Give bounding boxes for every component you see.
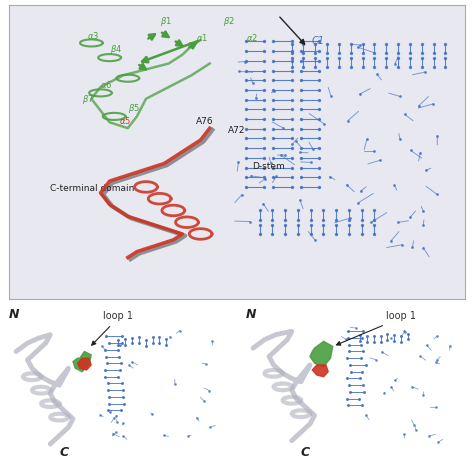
Text: A76: A76 (196, 117, 214, 126)
Text: A72: A72 (228, 126, 246, 135)
Text: C: C (301, 446, 310, 459)
Text: loop 1: loop 1 (386, 311, 416, 321)
Text: loop 1: loop 1 (103, 311, 134, 321)
Polygon shape (78, 358, 91, 370)
Text: $\alpha$5: $\alpha$5 (118, 115, 131, 126)
Text: $\alpha$6: $\alpha$6 (100, 80, 113, 91)
Text: $\beta$7: $\beta$7 (82, 93, 94, 106)
Text: $\beta$4: $\beta$4 (109, 43, 122, 56)
Polygon shape (310, 341, 333, 366)
Text: C-terminal domain: C-terminal domain (50, 184, 135, 193)
Text: $\beta$2: $\beta$2 (223, 15, 235, 28)
Text: C1: C1 (312, 36, 325, 46)
Text: $\alpha$1: $\alpha$1 (196, 33, 208, 44)
Text: N: N (9, 308, 19, 321)
Text: D-stem: D-stem (253, 162, 285, 171)
Text: $\beta$5: $\beta$5 (128, 101, 140, 115)
Polygon shape (312, 365, 328, 377)
Polygon shape (73, 352, 91, 372)
Text: $\alpha$3: $\alpha$3 (87, 29, 99, 41)
Text: N: N (246, 308, 256, 321)
Text: $\alpha$2: $\alpha$2 (246, 33, 258, 44)
Text: $\beta$1: $\beta$1 (160, 15, 172, 28)
Text: C: C (59, 446, 68, 459)
